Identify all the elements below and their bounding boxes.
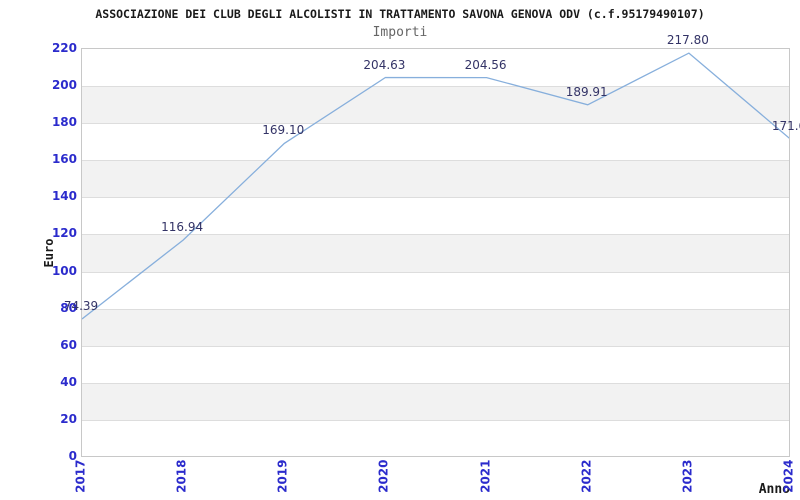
y-tick-label: 180 [51,115,77,130]
gridline [82,308,789,310]
background-band [82,234,789,272]
y-tick-label: 160 [51,152,77,167]
background-band [82,308,789,346]
point-value-label: 189.91 [565,84,608,99]
background-band [82,86,789,124]
point-value-label: 204.63 [363,57,406,72]
y-tick-label: 100 [51,263,77,278]
x-axis-title: Anno [758,482,790,497]
x-tick-label: 2021 [478,459,493,493]
x-tick-label: 2019 [275,459,290,493]
gridline [82,197,789,199]
x-tick-label: 2023 [680,459,695,493]
gridline [82,234,789,236]
x-tick-label: 2022 [579,459,594,493]
y-tick-label: 20 [60,411,77,426]
gridline [82,271,789,273]
y-tick-label: 120 [51,226,77,241]
point-value-label: 204.56 [464,57,507,72]
chart-title: ASSOCIAZIONE DEI CLUB DEGLI ALCOLISTI IN… [95,7,705,21]
plot-area [81,48,790,457]
point-value-label: 217.80 [666,33,709,48]
y-tick-label: 200 [51,78,77,93]
data-line [82,52,789,320]
gridline [82,382,789,384]
y-tick-label: 0 [68,449,77,463]
point-value-label: 74.39 [63,299,99,314]
gridline [82,86,789,88]
x-tick-label: 2024 [781,459,796,493]
x-tick-label: 2020 [376,459,391,493]
point-value-label: 171.6 [771,118,800,133]
y-tick-label: 80 [60,300,77,315]
background-band [82,382,789,420]
y-tick-label: 40 [60,374,77,389]
point-value-label: 116.94 [161,220,204,235]
x-tick-label: 2017 [73,459,88,493]
background-band [82,160,789,198]
y-tick-label: 60 [60,337,77,352]
x-tick-label: 2018 [174,459,189,493]
y-tick-label: 220 [51,41,77,55]
y-tick-label: 140 [51,189,77,204]
gridline [82,123,789,125]
chart-subtitle: Importi [372,25,428,40]
gridline [82,345,789,347]
gridline [82,160,789,162]
point-value-label: 169.10 [262,123,305,138]
gridline [82,419,789,421]
